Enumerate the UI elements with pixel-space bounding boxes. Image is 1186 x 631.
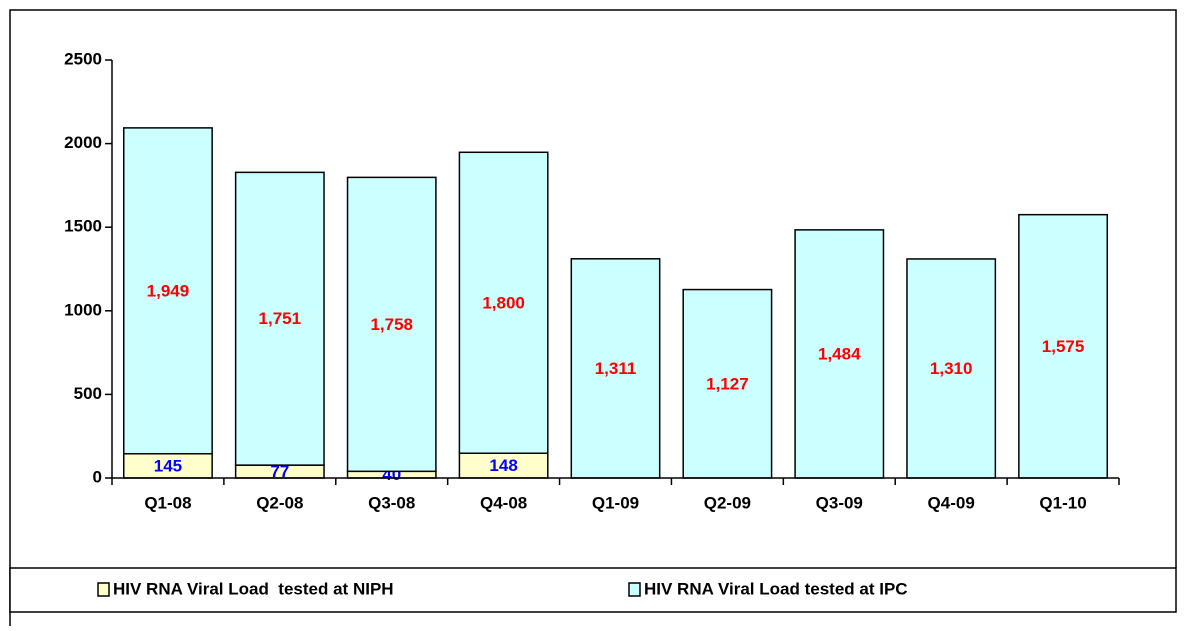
value-label: 1,310 [930, 359, 973, 378]
value-label: 1,949 [147, 281, 190, 300]
bar-segment [346, 176, 437, 473]
legend-swatch [97, 582, 110, 597]
legend-label: HIV RNA Viral Load tested at NIPH [113, 579, 394, 598]
value-label: 1,575 [1042, 337, 1085, 356]
x-tick-label: Q3-09 [816, 493, 863, 512]
x-tick-label: Q1-10 [1039, 493, 1086, 512]
y-tick-label: 2000 [64, 133, 102, 152]
value-label: 1,758 [370, 315, 413, 334]
x-tick-label: Q1-08 [144, 493, 191, 512]
value-label: 1,484 [818, 344, 861, 363]
x-tick-label: Q1-09 [592, 493, 639, 512]
x-tick-label: Q4-09 [928, 493, 975, 512]
x-tick-label: Q4-08 [480, 493, 527, 512]
bar-segment [906, 258, 997, 479]
bar-segment [122, 127, 213, 455]
y-tick-label: 0 [93, 467, 102, 486]
y-tick-label: 1500 [64, 217, 102, 236]
y-tick-label: 2500 [64, 49, 102, 68]
bar-segment [570, 258, 661, 479]
value-label: 148 [489, 456, 517, 475]
value-label: 1,127 [706, 374, 749, 393]
bar-segment [234, 171, 325, 466]
bar-segment [682, 288, 773, 479]
bar-segment [458, 151, 549, 455]
bar-segment [458, 452, 549, 479]
value-label: 1,751 [259, 309, 302, 328]
y-tick-label: 500 [74, 384, 102, 403]
x-tick-label: Q3-08 [368, 493, 415, 512]
value-label: 145 [154, 456, 182, 475]
x-tick-label: Q2-08 [256, 493, 303, 512]
legend-swatch [628, 582, 641, 597]
value-label: 1,800 [482, 293, 525, 312]
x-tick-label: Q2-09 [704, 493, 751, 512]
chart-frame [9, 9, 1177, 626]
legend-label: HIV RNA Viral Load tested at IPC [644, 579, 908, 598]
bar-segment [1018, 213, 1109, 479]
y-tick-label: 1000 [64, 300, 102, 319]
legend-box [9, 567, 1177, 613]
value-label: 77 [270, 462, 289, 481]
value-label: 1,311 [595, 359, 637, 378]
bar-segment [794, 229, 885, 479]
